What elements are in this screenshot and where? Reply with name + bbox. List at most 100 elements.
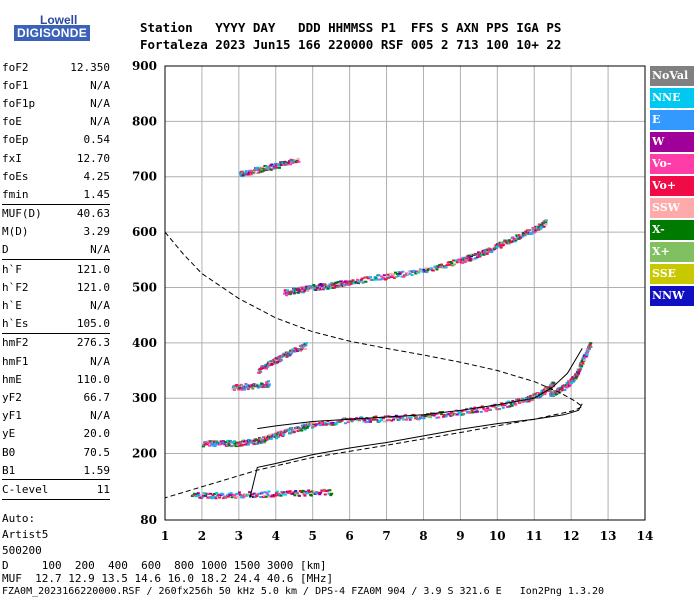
param-row: fxI 12.70 [2,149,110,167]
echo-point [467,256,471,259]
echo-point [329,286,333,289]
x-tick-label: 9 [456,529,464,543]
echo-point [468,411,472,414]
echo-point [334,281,338,284]
echo-point [357,419,361,422]
echo-point [408,418,412,421]
echo-point [360,277,364,280]
echo-point [551,395,555,398]
echo-point [238,384,242,387]
echo-point [252,492,256,495]
echo-point [288,490,292,493]
echo-point [223,443,227,446]
param-key: MUF(D) [2,207,42,221]
echo-point [437,266,441,269]
echo-point [373,276,377,279]
echo-point [244,493,248,496]
legend-item: SSW [650,198,694,218]
echo-point [259,437,263,440]
param-row: MUF(D) 40.63 [2,205,110,223]
echo-point [359,416,363,419]
echo-point [560,387,564,390]
echo-point [453,263,456,266]
echo-point [221,440,225,443]
echo-point [247,494,251,497]
echo-point [223,495,227,498]
y-tick-label: 400 [132,336,157,350]
param-key: hmF1 [2,354,29,368]
echo-point [421,270,425,273]
echo-point [444,266,448,269]
echo-point [390,419,394,422]
echo-point [362,420,366,423]
echo-point [531,396,535,399]
echo-point [312,284,316,287]
echo-point [308,490,312,493]
echo-point [531,398,535,401]
echo-point [539,394,543,397]
param-key: fxI [2,151,22,165]
muf-row: MUF 12.7 12.9 13.5 14.6 16.0 18.2 24.4 4… [2,572,334,585]
echo-point [490,250,494,253]
echo-point [239,441,243,444]
echo-point [415,416,419,419]
echo-point [332,421,336,424]
echo-point [294,490,298,493]
echo-point [509,402,513,405]
echo-point [429,412,433,415]
echo-point [434,413,438,416]
echo-point [586,349,590,352]
echo-point [381,276,385,279]
echo-point [405,418,408,421]
echo-point [458,259,462,262]
echo-point [582,357,586,360]
echo-point [232,441,236,444]
echo-point [296,291,300,294]
param-value: N/A [90,243,110,257]
echo-point [404,274,408,277]
echo-point [424,267,428,270]
echo-point [323,422,327,425]
param-value: 1.59 [83,463,111,477]
echo-point [510,404,514,407]
legend-item: X- [650,220,694,240]
param-row: h`F2 121.0 [2,278,110,296]
param-key: foF2 [2,60,29,74]
echo-point [317,423,321,426]
echo-point [399,271,403,274]
param-key: B1 [2,463,16,477]
param-key: hmF2 [2,336,29,350]
echo-point [275,437,279,440]
echo-point [337,419,341,422]
echo-point [411,270,415,273]
echo-point [328,283,332,286]
echo-point [553,390,557,393]
echo-point [286,355,290,358]
echo-point [405,272,408,275]
echo-point [463,256,467,259]
echo-point [388,275,392,278]
echo-point [585,353,589,356]
echo-point [259,367,263,370]
y-tick-label: 80 [140,513,157,527]
lowell-logo: Lowell [40,13,78,27]
echo-point [240,388,244,391]
echo-point [452,259,456,262]
echo-point [472,408,476,411]
echo-point [250,493,254,496]
echo-point [254,493,258,496]
echo-point [243,171,247,174]
trace-fit-line [257,348,583,430]
digisonde-logo: DIGISONDE [14,25,91,41]
param-row: B0 70.5 [2,443,110,461]
echo-point [442,265,446,268]
echo-point [485,252,489,255]
echo-point [445,264,449,267]
echo-point [480,405,484,408]
echo-point [261,167,265,170]
x-tick-label: 4 [272,529,280,543]
echo-point [429,267,433,270]
echo-point [320,285,324,288]
echo-point [369,276,372,279]
echo-point [393,416,397,419]
